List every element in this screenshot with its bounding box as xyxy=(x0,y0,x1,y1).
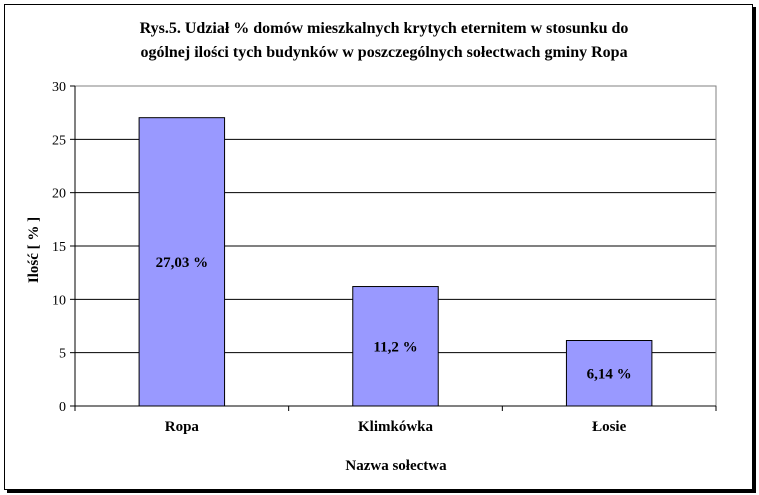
bars: 27,03 % 11,2 % 6,14 % xyxy=(74,86,716,407)
y-tick-label: 25 xyxy=(52,133,66,148)
bar-klimkówka xyxy=(352,286,439,407)
x-axis-label: Nazwa sołectwa xyxy=(345,458,447,474)
bar-łosie xyxy=(565,340,653,407)
y-tick-label: 15 xyxy=(52,240,66,255)
chart-frame xyxy=(4,4,753,490)
chart-title-line-2: ogólnej ilości tych budynków w poszczegó… xyxy=(140,44,627,61)
y-tick-label: 30 xyxy=(52,80,66,95)
category-label: Klimkówka xyxy=(358,419,434,435)
y-axis-ticks: 0 5 10 15 20 25 30 xyxy=(52,80,75,415)
category-label: Łosie xyxy=(592,419,627,435)
bar-ropa xyxy=(138,117,226,407)
y-tick-label: 5 xyxy=(59,347,66,362)
x-axis-ticks: Ropa Klimkówka Łosie xyxy=(74,406,717,435)
data-label: 27,03 % xyxy=(156,255,209,271)
data-label: 6,14 % xyxy=(587,366,632,382)
category-label: Ropa xyxy=(165,419,200,435)
chart-title-line-1: Rys.5. Udział % domów mieszkalnych kryty… xyxy=(140,20,629,37)
y-tick-label: 10 xyxy=(52,293,66,308)
y-tick-label: 0 xyxy=(59,400,66,415)
y-axis-label: Ilość [ % ] xyxy=(26,217,42,283)
y-tick-label: 20 xyxy=(52,187,66,202)
data-label: 11,2 % xyxy=(373,339,417,355)
